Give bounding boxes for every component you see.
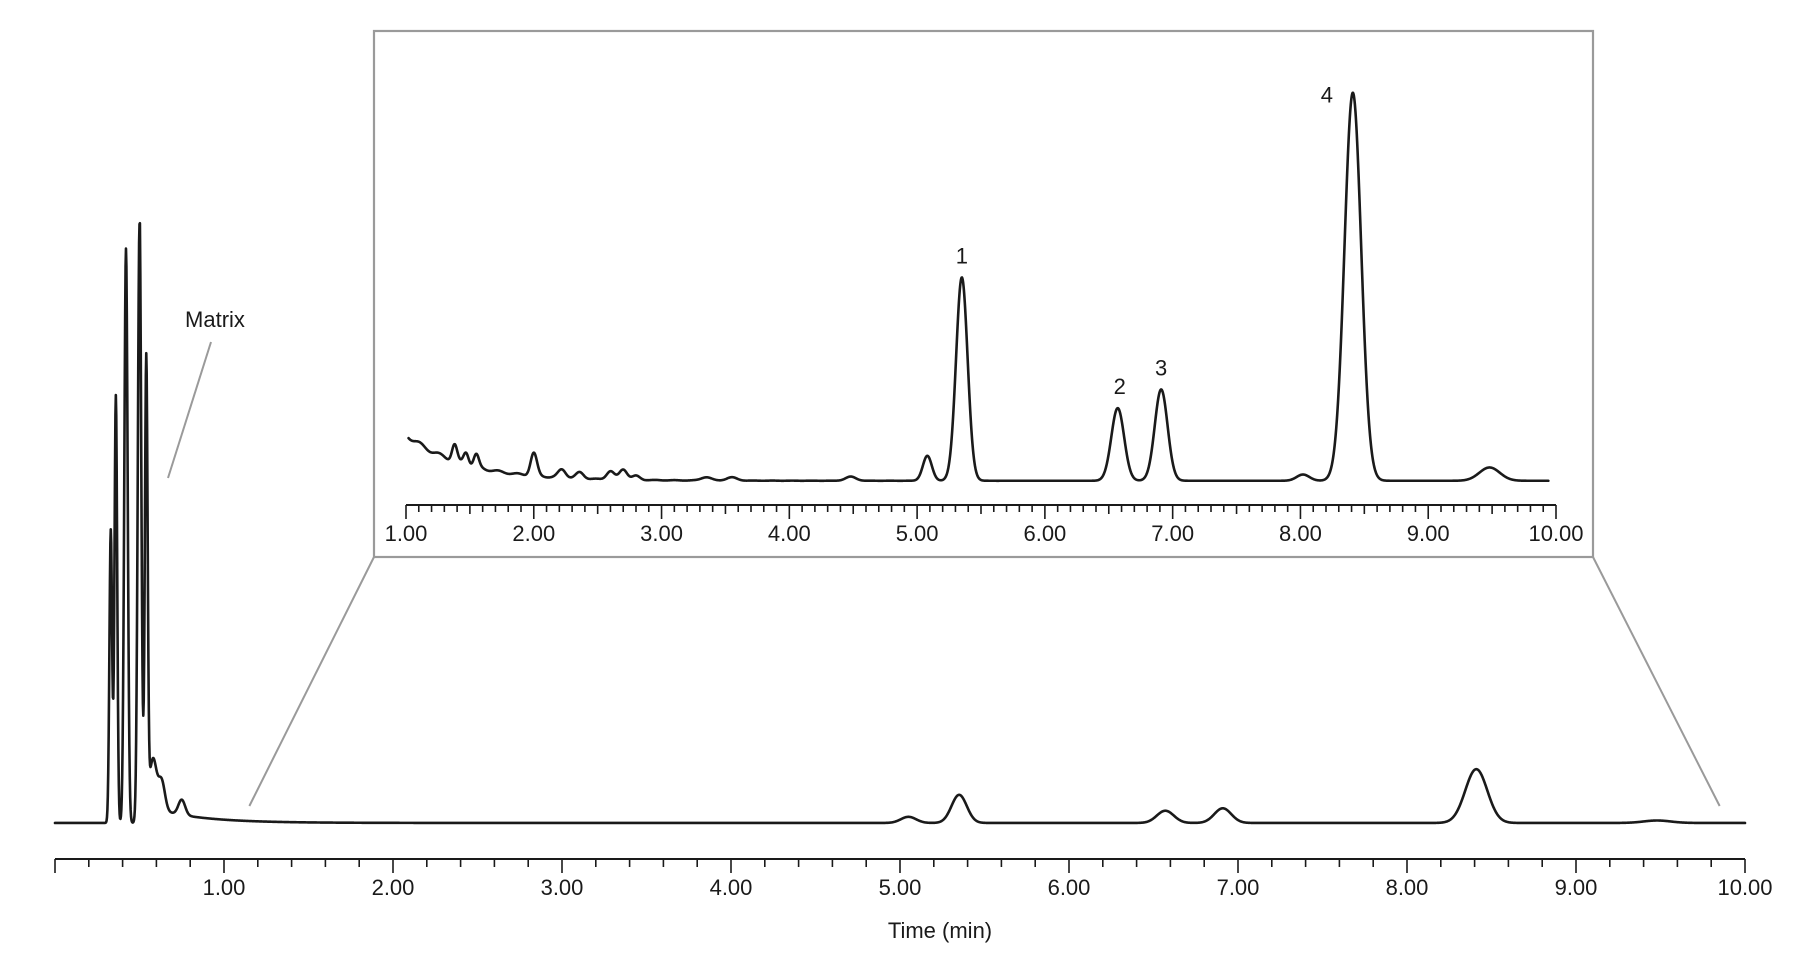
zoom-connector-right <box>1592 556 1721 807</box>
main-x-axis-title: Time (min) <box>888 918 992 943</box>
main-x-tick-label: 9.00 <box>1555 875 1598 900</box>
main-x-tick-label: 7.00 <box>1217 875 1260 900</box>
inset-x-tick-label: 3.00 <box>640 521 683 546</box>
main-x-tick-label: 2.00 <box>372 875 415 900</box>
matrix-leader-line <box>167 341 212 479</box>
main-x-axis-tick-labels: 1.00 2.00 3.00 4.00 5.00 6.00 7.00 8.00 9.00 10.0… <box>203 875 1773 900</box>
peak-label-4: 4 <box>1321 83 1333 108</box>
inset-x-tick-label: 2.00 <box>512 521 555 546</box>
main-chromatogram-trace <box>53 221 1747 825</box>
peak-label-1: 1 <box>956 243 968 268</box>
inset-chromatogram: 1.00 2.00 3.00 4.00 5.00 6.00 7.00 8.00 9.00 10.0… <box>372 29 1595 559</box>
inset-x-axis-ticks <box>405 505 1557 519</box>
main-x-tick-label: 1.00 <box>203 875 246 900</box>
inset-x-tick-label: 7.00 <box>1151 521 1194 546</box>
inset-x-tick-label: 9.00 <box>1407 521 1450 546</box>
inset-x-tick-label: 4.00 <box>768 521 811 546</box>
main-x-tick-label: 8.00 <box>1386 875 1429 900</box>
zoom-connector-left <box>248 556 375 807</box>
inset-x-tick-label: 10.00 <box>1528 521 1583 546</box>
inset-x-axis-tick-labels: 1.00 2.00 3.00 4.00 5.00 6.00 7.00 8.00 9.00 10.0… <box>385 521 1584 546</box>
inset-x-tick-label: 8.00 <box>1279 521 1322 546</box>
main-x-tick-label: 3.00 <box>541 875 584 900</box>
inset-frame <box>372 29 1595 559</box>
main-x-tick-label: 6.00 <box>1048 875 1091 900</box>
peak-label-2: 2 <box>1114 374 1126 399</box>
main-chromatogram: 1.00 2.00 3.00 4.00 5.00 6.00 7.00 8.00 9.00 10.0… <box>53 221 1773 943</box>
main-x-tick-label: 4.00 <box>710 875 753 900</box>
inset-x-tick-label: 6.00 <box>1023 521 1066 546</box>
matrix-label: Matrix <box>185 307 245 332</box>
inset-chromatogram-trace <box>407 91 1550 483</box>
main-x-axis-ticks <box>54 859 1746 873</box>
main-x-tick-label: 5.00 <box>879 875 922 900</box>
inset-peak-labels: 1 2 3 4 <box>956 83 1333 399</box>
main-x-tick-label: 10.00 <box>1717 875 1772 900</box>
inset-x-tick-label: 1.00 <box>385 521 428 546</box>
peak-label-3: 3 <box>1155 355 1167 380</box>
inset-x-tick-label: 5.00 <box>896 521 939 546</box>
